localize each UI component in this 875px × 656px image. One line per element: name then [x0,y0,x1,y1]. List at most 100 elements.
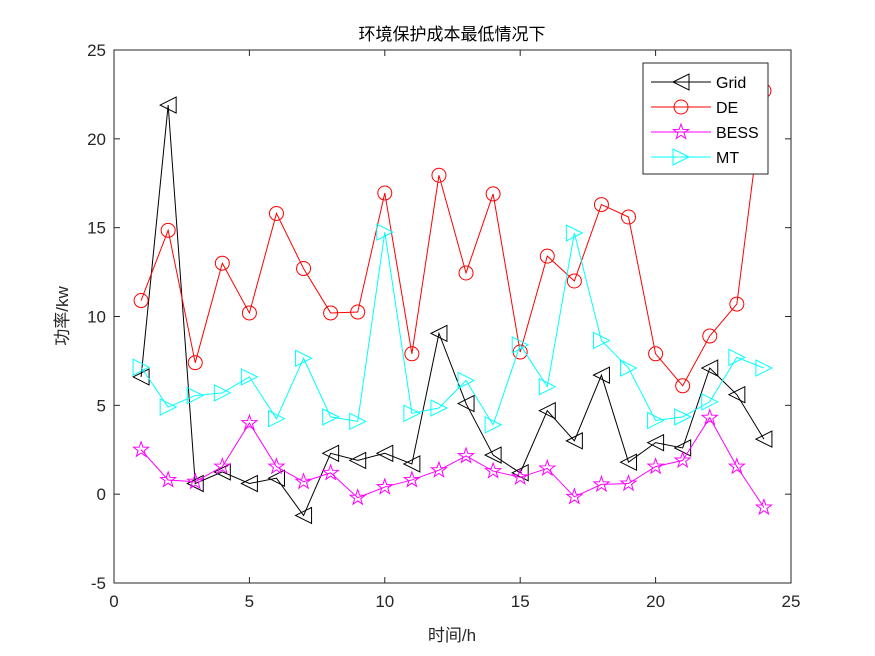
data-point-mt [538,377,557,396]
y-tick-label: 10 [87,308,106,327]
data-point-de [133,293,149,309]
series-line-bess [140,416,765,508]
data-point-de [648,346,664,362]
data-point-de [214,255,230,271]
data-point-grid [402,455,421,473]
y-axis-label: 功率/kw [53,286,72,346]
data-point-de [729,296,745,312]
data-point-de [431,167,447,183]
x-tick-label: 20 [646,592,665,611]
y-tick-label: 25 [87,41,106,60]
x-tick-label: 5 [245,592,254,611]
data-point-de [187,355,203,371]
data-point-mt [186,386,205,405]
legend-label: DE [716,100,738,117]
data-point-bess [565,487,584,505]
data-point-grid [592,366,610,384]
data-point-grid [754,430,773,448]
data-point-bess [727,457,746,475]
legend: Grid DE BESS MT [642,62,769,175]
legend-marker [672,148,691,166]
data-point-bess [619,473,638,492]
data-point-bess [673,450,692,469]
data-point-mt [647,411,665,430]
data-point-grid [294,506,313,525]
data-point-bess [538,458,557,477]
data-point-bess [429,460,449,478]
series-de [133,83,772,394]
y-tick-label: 20 [87,130,106,149]
data-point-mt [755,359,774,377]
data-point-de [377,185,393,201]
x-tick-label: 25 [782,592,801,611]
data-point-grid [213,463,231,481]
x-tick-label: 0 [109,592,118,611]
series-mt [132,223,774,434]
series-bess [132,408,773,516]
legend-label: BESS [716,125,759,142]
data-point-de [323,305,339,321]
data-point-bess [456,446,476,464]
data-point-mt [674,408,692,426]
data-point-mt [295,349,313,368]
data-point-bess [484,461,503,479]
data-point-grid [619,453,638,471]
data-point-mt [457,371,476,390]
data-point-bess [348,488,367,506]
data-point-bess [511,467,530,485]
data-point-bess [213,457,232,475]
data-point-mt [213,384,232,402]
data-point-grid [267,469,285,487]
x-axis-label: 时间/h [428,626,476,645]
legend-marker [671,73,690,91]
data-point-mt [349,412,367,431]
data-point-mt [484,416,503,434]
data-point-mt [159,398,178,416]
data-point-mt [511,336,530,354]
data-point-mt [430,399,449,417]
data-point-mt [132,358,151,376]
data-point-grid [240,474,258,493]
x-tick-label: 10 [375,592,394,611]
data-point-mt [592,331,611,350]
data-point-grid [538,401,556,420]
data-point-bess [321,463,340,481]
data-point-bess [646,457,665,475]
data-point-de [675,378,691,394]
y-tick-label: 5 [97,396,106,415]
data-point-de [160,222,176,238]
data-point-de [593,197,609,213]
data-point-bess [700,408,719,426]
data-point-de [539,248,555,264]
legend-item-mt: MT [651,148,739,167]
data-point-grid [321,444,340,463]
data-point-bess [754,497,773,516]
data-point-mt [728,348,746,367]
chart-title: 环境保护成本最低情况下 [359,25,546,44]
legend-marker [671,122,691,140]
legend-marker [673,99,689,115]
data-point-de [458,265,474,281]
data-point-mt [565,224,584,242]
legend-item-bess: BESS [651,122,759,142]
legend-item-de: DE [651,99,738,117]
data-point-bess [402,470,421,488]
data-point-de [404,346,420,362]
data-point-bess [159,470,178,488]
y-tick-label: 0 [97,485,106,504]
data-point-bess [132,440,151,458]
data-point-grid [565,432,583,450]
data-point-de [241,305,257,321]
data-point-mt [376,223,394,241]
data-point-de [296,261,312,277]
data-point-grid [429,324,448,343]
data-point-de [566,273,582,289]
data-point-grid [646,433,665,452]
y-tick-label: 15 [87,219,106,238]
data-point-mt [322,408,340,426]
data-point-bess [294,472,313,490]
data-point-grid [700,359,719,377]
data-point-grid [456,394,475,413]
data-point-grid [159,96,177,114]
